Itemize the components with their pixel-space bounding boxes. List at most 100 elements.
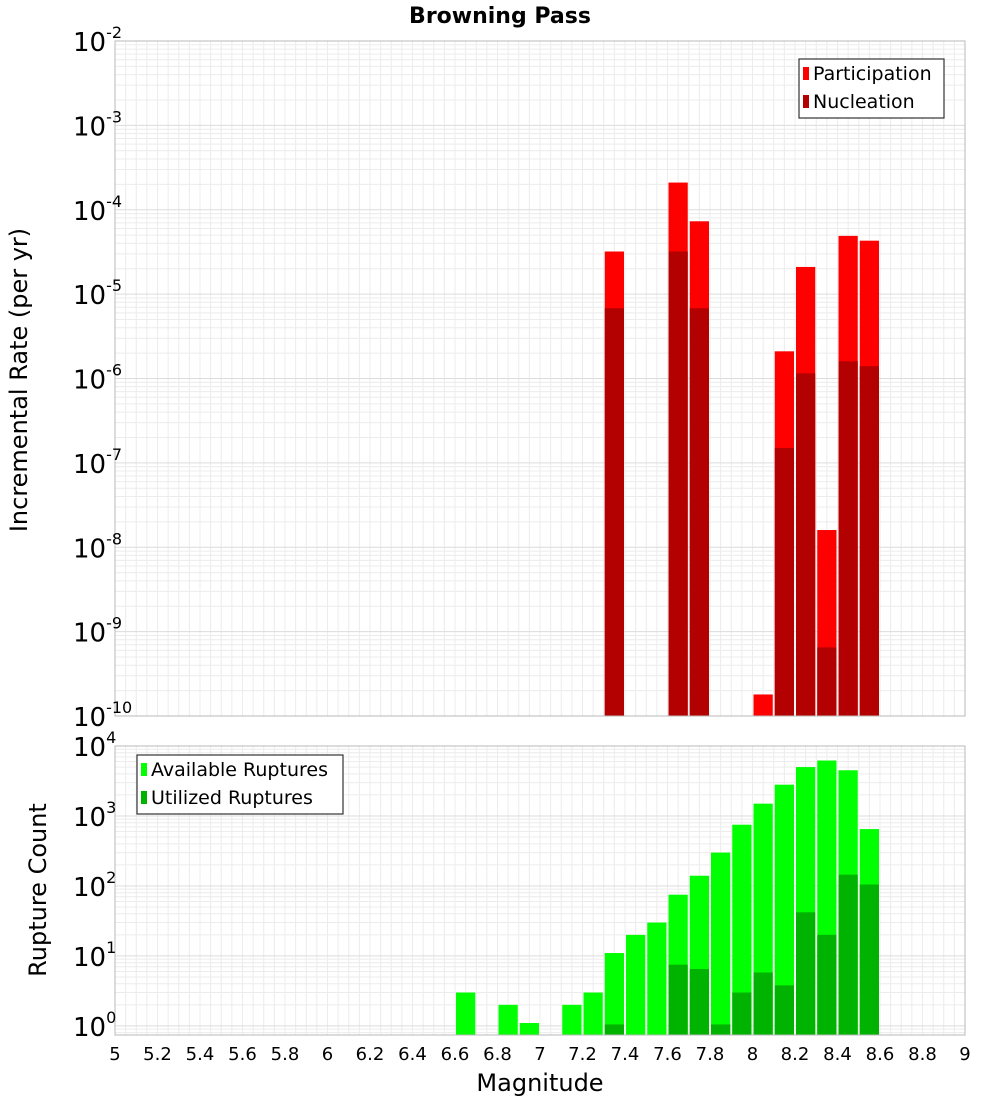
count-panel-legend-box	[136, 754, 344, 815]
rate-panel-legend-label-1: Nucleation	[813, 91, 915, 113]
rate-panel-y-tick-label: 10-10	[73, 698, 132, 733]
grid-layer	[114, 40, 966, 1035]
rate-panel-y-tick-exponent: -9	[106, 614, 122, 633]
rate-panel-legend-label-0: Participation	[813, 63, 932, 85]
count-panel-bar-available-ruptures-1	[498, 1004, 518, 1035]
rate-panel-y-tick-base: 10	[73, 703, 106, 733]
rate-panel-y-tick-base: 10	[73, 197, 106, 227]
count-panel-y-tick-exponent: 0	[106, 1008, 116, 1027]
count-panel-y-tick-label: 100	[73, 1008, 116, 1043]
count-panel-bar-available-ruptures-13	[774, 784, 794, 1035]
chart-title: Browning Pass	[409, 4, 591, 29]
count-panel-legend-swatch-0	[141, 763, 147, 776]
count-panel-bar-utilized-ruptures-0	[604, 1024, 624, 1035]
rate-panel-y-tick-base: 10	[73, 112, 106, 142]
count-panel-legend-label-1: Utilized Ruptures	[151, 787, 313, 809]
count-panel-y-tick-base: 10	[73, 1013, 106, 1043]
count-panel-frame	[114, 745, 966, 1036]
rate-panel-y-tick-exponent: -6	[106, 361, 122, 380]
x-tick-label: 8.6	[866, 1044, 895, 1065]
x-tick-label: 6	[322, 1044, 333, 1065]
x-tick-label: 7	[534, 1044, 545, 1065]
count-panel-y-tick-base: 10	[73, 873, 106, 903]
count-panel-bar-utilized-ruptures-3	[711, 1024, 731, 1035]
x-tick-label: 6.4	[398, 1044, 427, 1065]
rate-panel-y-tick-base: 10	[73, 619, 106, 649]
rate-panel-y-tick-label: 10-3	[73, 107, 122, 142]
count-panel-bar-available-ruptures-5	[604, 953, 624, 1035]
x-tick-label: 6.2	[356, 1044, 385, 1065]
rate-panel-bar-nucleation-6	[838, 361, 858, 716]
count-panel-bar-utilized-ruptures-6	[774, 985, 794, 1035]
frame-layer	[114, 40, 966, 1036]
x-tick-label: 7.4	[611, 1044, 640, 1065]
x-tick-label: 8.8	[908, 1044, 937, 1065]
rate-panel-legend-swatch-0	[803, 67, 809, 80]
count-panel-bar-available-ruptures-2	[519, 1023, 539, 1035]
rate-panel-y-tick-exponent: -4	[106, 192, 122, 211]
rate-panel-bar-nucleation-0	[604, 308, 624, 716]
x-tick-label: 7.8	[696, 1044, 725, 1065]
count-panel-legend-swatch-1	[141, 791, 147, 804]
count-panel-y-tick-base: 10	[73, 943, 106, 973]
x-tick-label: 6.8	[483, 1044, 512, 1065]
rate-panel-y-tick-label: 10-2	[73, 23, 122, 58]
x-tick-label: 8.2	[781, 1044, 810, 1065]
x-tick-label: 5	[109, 1044, 120, 1065]
rate-panel-y-tick-exponent: -2	[106, 23, 122, 42]
rate-panel-y-tick-base: 10	[73, 450, 106, 480]
count-panel-bar-utilized-ruptures-1	[668, 964, 688, 1035]
rate-panel-y-tick-label: 10-9	[73, 614, 122, 649]
count-panel-bar-available-ruptures-4	[583, 992, 603, 1035]
x-tick-label: 5.8	[271, 1044, 300, 1065]
x-tick-label: 9	[959, 1044, 970, 1065]
count-panel-y-tick-label: 102	[73, 868, 116, 903]
legends-layer: Participation Nucleation Available Rupture…	[136, 58, 945, 815]
count-panel-bar-available-ruptures-10	[711, 852, 731, 1035]
count-panel-bar-utilized-ruptures-5	[753, 972, 773, 1035]
rate-panel-bar-nucleation-2	[689, 308, 709, 716]
ticks-layer: 10-210-310-410-510-610-710-810-910-10104…	[73, 23, 971, 1065]
x-tick-label: 5.2	[143, 1044, 172, 1065]
x-tick-label: 7.6	[653, 1044, 682, 1065]
rate-panel-y-tick-label: 10-7	[73, 445, 122, 480]
x-tick-label: 5.4	[186, 1044, 215, 1065]
count-panel-bar-utilized-ruptures-7	[796, 912, 816, 1035]
count-panel-y-tick-label: 101	[73, 938, 116, 973]
count-panel-legend-label-0: Available Ruptures	[151, 759, 328, 781]
count-panel-legend: Available Ruptures Utilized Ruptures	[136, 754, 344, 815]
rate-panel-y-tick-label: 10-4	[73, 192, 122, 227]
count-panel-bar-available-ruptures-6	[626, 934, 646, 1035]
rate-panel-bar-participation-3	[753, 694, 773, 716]
count-panel-y-tick-exponent: 2	[106, 868, 116, 887]
rate-panel-y-tick-label: 10-8	[73, 529, 122, 564]
count-panel-bar-utilized-ruptures-8	[817, 934, 837, 1035]
rate-panel-y-tick-base: 10	[73, 28, 106, 58]
rate-panel-y-tick-label: 10-6	[73, 361, 122, 396]
rate-panel-y-tick-exponent: -8	[106, 529, 122, 548]
rate-panel-y-tick-base: 10	[73, 366, 106, 396]
rate-panel-bar-nucleation-7	[859, 366, 879, 716]
rate-panel-bar-nucleation-4	[796, 373, 816, 716]
rate-panel-frame	[114, 40, 966, 717]
rate-panel-legend-swatch-1	[803, 95, 809, 108]
x-axis-label: Magnitude	[476, 1069, 603, 1097]
x-tick-label: 6.6	[441, 1044, 470, 1065]
bars-layer	[456, 182, 879, 1035]
count-panel-bar-utilized-ruptures-2	[689, 969, 709, 1035]
rate-panel-y-tick-exponent: -7	[106, 445, 122, 464]
count-panel-bar-available-ruptures-7	[647, 922, 667, 1035]
count-panel-y-tick-exponent: 4	[106, 728, 116, 747]
rate-panel-y-tick-exponent: -10	[106, 698, 132, 717]
rate-panel-y-tick-base: 10	[73, 281, 106, 311]
rate-panel-bar-nucleation-5	[817, 647, 837, 716]
rate-panel-legend: Participation Nucleation	[798, 58, 945, 119]
count-panel-y-tick-exponent: 1	[106, 938, 116, 957]
count-panel-y-tick-exponent: 3	[106, 798, 116, 817]
count-panel-bar-available-ruptures-0	[456, 992, 476, 1035]
count-panel-bar-utilized-ruptures-10	[859, 884, 879, 1035]
rate-panel-bar-nucleation-1	[668, 251, 688, 716]
rate-panel-y-tick-base: 10	[73, 534, 106, 564]
x-tick-label: 8	[747, 1044, 758, 1065]
